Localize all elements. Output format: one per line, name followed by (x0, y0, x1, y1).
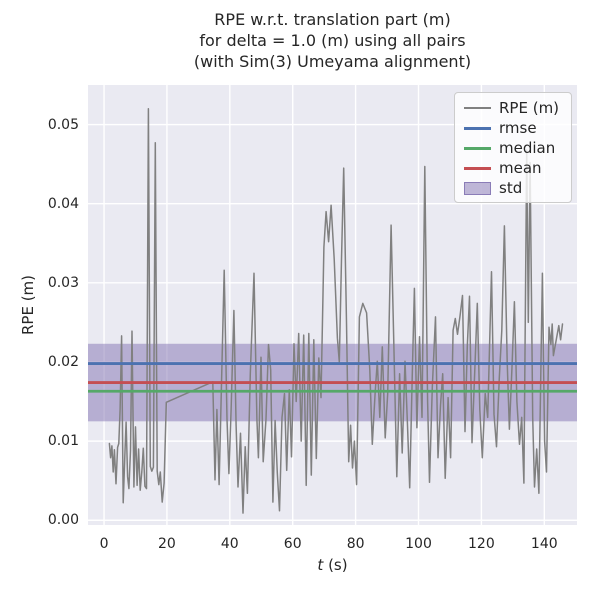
y-tick-label-0.01: 0.01 (47, 433, 79, 450)
x-tick-label-0: 0 (99, 536, 109, 552)
y-tick-label-0.04: 0.04 (47, 195, 79, 212)
mean-swatch-shape (464, 166, 491, 170)
legend-item-median: median (455, 138, 571, 158)
legend-swatch-mean (464, 166, 491, 170)
legend: RPE (m) rmse median mean std (454, 92, 572, 203)
x-axis-label: t (s) (88, 556, 577, 574)
median-swatch-shape (464, 146, 491, 150)
legend-swatch-rpe-m (464, 107, 491, 109)
legend-item-rpe-m: RPE (m) (455, 98, 571, 118)
legend-swatch-rmse (464, 126, 491, 130)
x-axis-label-unit: (s) (323, 556, 348, 574)
chart-title-line-2: for delta = 1.0 (m) using all pairs (199, 31, 466, 50)
x-tick-label-20: 20 (158, 536, 176, 552)
x-tick-label-80: 80 (346, 536, 365, 552)
rpe-series-line (108, 107, 564, 514)
y-tick-label-0.00: 0.00 (47, 512, 79, 529)
x-tick-label-140: 140 (530, 536, 558, 552)
chart-title-line-1: RPE w.r.t. translation part (m) (214, 10, 451, 29)
x-tick-label-100: 100 (405, 536, 432, 552)
std-swatch-shape (464, 181, 491, 195)
rmse-swatch-shape (464, 126, 491, 130)
x-tick-label-60: 60 (283, 536, 302, 552)
legend-swatch-median (464, 146, 491, 150)
legend-item-std: std (455, 178, 571, 198)
legend-label-median: median (499, 139, 556, 157)
legend-label-mean: mean (499, 159, 542, 177)
x-tick-label-120: 120 (468, 536, 495, 552)
x-tick-label-40: 40 (220, 536, 239, 552)
y-tick-label-0.05: 0.05 (47, 116, 79, 133)
y-tick-label-0.03: 0.03 (47, 274, 79, 291)
legend-item-rmse: rmse (455, 118, 571, 138)
legend-label-rmse: rmse (499, 119, 537, 137)
chart-title-line-3: (with Sim(3) Umeyama alignment) (193, 52, 472, 71)
rpe-m-swatch-shape (464, 107, 491, 109)
legend-label-rpe-m: RPE (m) (499, 99, 560, 117)
legend-item-mean: mean (455, 158, 571, 178)
legend-swatch-std (464, 181, 491, 195)
chart-title: RPE w.r.t. translation part (m) for delt… (88, 9, 577, 72)
x-axis-label-variable: t (317, 556, 324, 574)
y-tick-label-0.02: 0.02 (47, 353, 79, 370)
legend-label-std: std (499, 179, 523, 197)
